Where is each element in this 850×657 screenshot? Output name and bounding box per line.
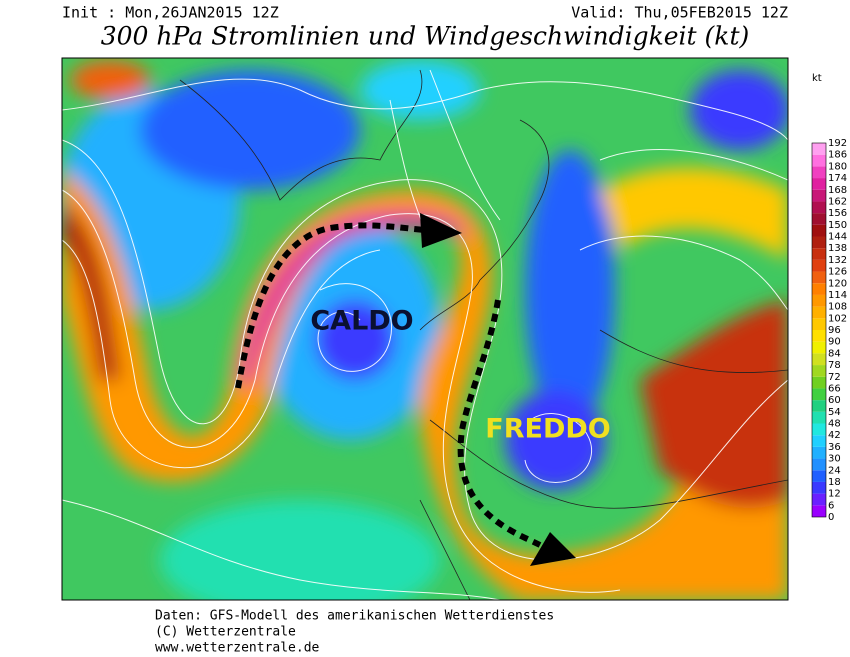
map-frame xyxy=(61,57,789,601)
colorbar-label: 138 xyxy=(828,243,847,254)
colorbar-label: 48 xyxy=(828,419,841,430)
colorbar-label: 78 xyxy=(828,360,841,371)
colorbar-label: 30 xyxy=(828,454,841,465)
colorbar-band xyxy=(812,365,826,377)
colorbar-band xyxy=(812,271,826,284)
colorbar-label: 84 xyxy=(828,348,841,359)
colorbar-label: 54 xyxy=(828,407,841,418)
colorbar-band xyxy=(812,189,826,202)
colorbar-band xyxy=(812,446,826,459)
colorbar-label: 132 xyxy=(828,255,847,266)
colorbar-band xyxy=(812,435,826,447)
colorbar-label: 144 xyxy=(828,232,847,243)
footer-url: www.wetterzentrale.de xyxy=(155,641,320,656)
valid-time: Valid: Thu,05FEB2015 12Z xyxy=(571,4,788,22)
colorbar-band xyxy=(812,470,826,482)
colorbar: 0612182430364248546066727884909610210811… xyxy=(811,138,847,523)
colorbar-label: 24 xyxy=(828,465,841,476)
colorbar-band xyxy=(812,306,826,319)
map-title: 300 hPa Stromlinien und Windgeschwindigk… xyxy=(101,22,750,51)
colorbar-label: 96 xyxy=(828,325,841,336)
colorbar-label: 162 xyxy=(828,196,847,207)
colorbar-label: 150 xyxy=(828,220,847,231)
footer-source: Daten: GFS-Modell des amerikanischen Wet… xyxy=(155,609,554,624)
colorbar-band xyxy=(812,283,826,295)
colorbar-band xyxy=(812,259,826,272)
colorbar-label: 90 xyxy=(828,337,841,348)
colorbar-label: 108 xyxy=(828,302,847,313)
colorbar-label: 102 xyxy=(828,313,847,324)
colorbar-band xyxy=(812,330,826,342)
colorbar-label: 156 xyxy=(828,208,847,219)
colorbar-band xyxy=(812,493,826,506)
colorbar-label: 0 xyxy=(828,512,834,523)
colorbar-band xyxy=(812,248,826,260)
map: CALDO FREDDO xyxy=(62,58,788,600)
colorbar-band xyxy=(812,224,826,237)
colorbar-label: 18 xyxy=(828,477,841,488)
colorbar-band xyxy=(812,213,826,225)
colorbar-band xyxy=(812,341,826,354)
wind-field xyxy=(62,60,788,600)
colorbar-band xyxy=(812,201,826,214)
warm-label: CALDO xyxy=(310,306,413,337)
colorbar-label: 12 xyxy=(828,489,841,500)
colorbar-band xyxy=(812,411,826,424)
colorbar-label: 126 xyxy=(828,267,847,278)
colorbar-label: 6 xyxy=(828,500,834,511)
colorbar-band xyxy=(812,423,826,436)
colorbar-band xyxy=(812,166,826,179)
flow-arrows xyxy=(235,213,576,566)
colorbar-label: 192 xyxy=(828,138,847,149)
colorbar-label: 120 xyxy=(828,278,847,289)
footer-copyright: (C) Wetterzentrale xyxy=(155,625,296,640)
colorbar-band xyxy=(812,481,826,494)
colorbar-label: 66 xyxy=(828,383,841,394)
colorbar-label: 168 xyxy=(828,185,847,196)
colorbar-band xyxy=(812,388,826,401)
colorbar-label: 42 xyxy=(828,430,841,441)
colorbar-band xyxy=(812,154,826,167)
colorbar-band xyxy=(812,236,826,249)
colorbar-label: 36 xyxy=(828,442,841,453)
colorbar-label: 114 xyxy=(828,290,847,301)
colorbar-unit: kt xyxy=(812,73,822,84)
colorbar-label: 174 xyxy=(828,173,847,184)
colorbar-label: 186 xyxy=(828,150,847,161)
init-time: Init : Mon,26JAN2015 12Z xyxy=(62,4,279,22)
colorbar-label: 180 xyxy=(828,161,847,172)
colorbar-band xyxy=(812,400,826,412)
colorbar-band xyxy=(812,318,826,330)
cold-label: FREDDO xyxy=(485,414,610,445)
colorbar-band xyxy=(812,178,826,190)
colorbar-band xyxy=(812,353,826,366)
colorbar-band xyxy=(812,505,826,517)
colorbar-band xyxy=(812,143,826,155)
colorbar-band xyxy=(812,376,826,389)
colorbar-label: 60 xyxy=(828,395,841,406)
colorbar-band xyxy=(812,294,826,307)
colorbar-band xyxy=(812,458,826,471)
colorbar-label: 72 xyxy=(828,372,841,383)
colorbar-frame xyxy=(811,142,827,518)
coastlines xyxy=(179,69,788,600)
